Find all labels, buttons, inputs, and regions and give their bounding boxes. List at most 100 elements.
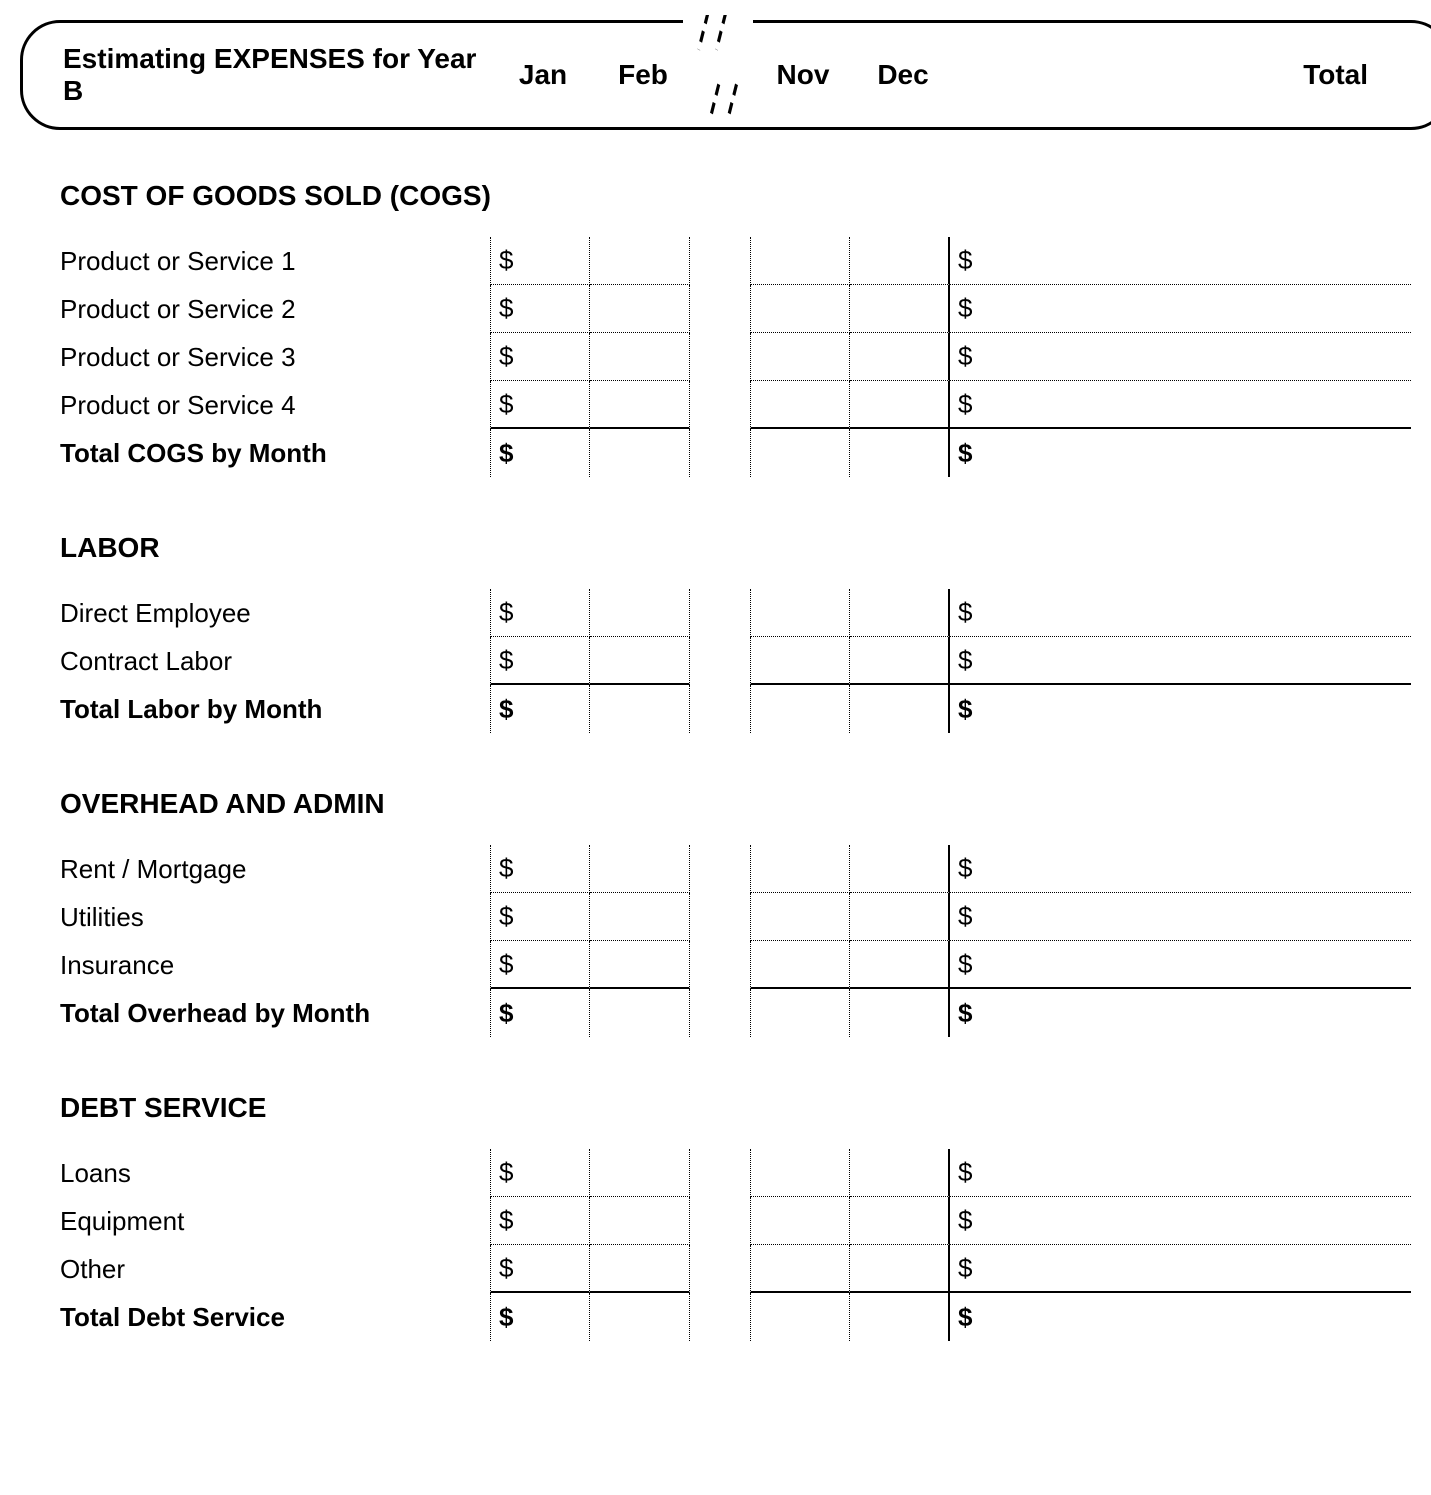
cell-feb[interactable] [590,1245,690,1293]
line-item: Utilities$$ [60,893,1411,941]
cell-total[interactable]: $ [950,845,1411,893]
cell-dec[interactable] [850,845,950,893]
cell-dec[interactable] [850,1149,950,1197]
line-item-label: Product or Service 3 [60,334,490,381]
cell-nov[interactable] [750,637,850,685]
col-header-feb: Feb [593,59,693,91]
cell-feb[interactable] [590,381,690,429]
cell-total[interactable]: $ [950,333,1411,381]
cell-total[interactable]: $ [950,589,1411,637]
expense-worksheet: Estimating EXPENSES for Year B Jan Feb N… [20,20,1431,1341]
cell-nov[interactable] [750,845,850,893]
cell-total[interactable]: $ [950,381,1411,429]
line-item-label: Other [60,1246,490,1293]
total-cell-feb [590,685,690,733]
cell-total[interactable]: $ [950,1197,1411,1245]
cell-jan[interactable]: $ [490,893,590,941]
cell-dec[interactable] [850,589,950,637]
currency-symbol: $ [499,1302,513,1333]
cell-jan[interactable]: $ [490,589,590,637]
total-cell-jan: $ [490,1293,590,1341]
cell-feb[interactable] [590,1197,690,1245]
cell-dec[interactable] [850,637,950,685]
col-header-dec: Dec [853,59,953,91]
currency-symbol: $ [958,1157,972,1188]
line-item-label: Product or Service 4 [60,382,490,429]
cell-feb[interactable] [590,589,690,637]
cell-feb[interactable] [590,845,690,893]
gap [690,989,750,1037]
col-header-jan: Jan [493,59,593,91]
cell-nov[interactable] [750,1245,850,1293]
cell-feb[interactable] [590,893,690,941]
currency-symbol: $ [958,1205,972,1236]
cell-nov[interactable] [750,381,850,429]
cell-dec[interactable] [850,285,950,333]
currency-symbol: $ [958,998,972,1029]
cell-total[interactable]: $ [950,893,1411,941]
cell-dec[interactable] [850,237,950,285]
cell-total[interactable]: $ [950,637,1411,685]
currency-symbol: $ [958,293,972,324]
cell-dec[interactable] [850,333,950,381]
cell-nov[interactable] [750,1149,850,1197]
gap [690,685,750,733]
cell-total[interactable]: $ [950,237,1411,285]
cell-total[interactable]: $ [950,1245,1411,1293]
cell-nov[interactable] [750,285,850,333]
total-cell-feb [590,1293,690,1341]
cell-feb[interactable] [590,637,690,685]
currency-symbol: $ [958,1302,972,1333]
cell-jan[interactable]: $ [490,285,590,333]
total-cell-dec [850,429,950,477]
cell-dec[interactable] [850,893,950,941]
cell-nov[interactable] [750,1197,850,1245]
gap [690,333,750,381]
cell-dec[interactable] [850,381,950,429]
page-title: Estimating EXPENSES for Year B [63,43,493,107]
currency-symbol: $ [499,694,513,725]
total-cell-dec [850,685,950,733]
currency-symbol: $ [958,389,972,420]
cell-dec[interactable] [850,1245,950,1293]
cell-total[interactable]: $ [950,1149,1411,1197]
cell-dec[interactable] [850,941,950,989]
currency-symbol: $ [958,438,972,469]
cell-total[interactable]: $ [950,941,1411,989]
cell-nov[interactable] [750,333,850,381]
cell-feb[interactable] [590,285,690,333]
cell-nov[interactable] [750,237,850,285]
cell-nov[interactable] [750,893,850,941]
total-label: Total COGS by Month [60,430,490,477]
gap [690,589,750,637]
cell-jan[interactable]: $ [490,637,590,685]
section-title: LABOR [60,532,1411,564]
cell-feb[interactable] [590,333,690,381]
cell-jan[interactable]: $ [490,845,590,893]
gap [690,637,750,685]
cell-jan[interactable]: $ [490,1197,590,1245]
line-item-label: Contract Labor [60,638,490,685]
cell-jan[interactable]: $ [490,237,590,285]
cell-jan[interactable]: $ [490,1245,590,1293]
total-cell-total: $ [950,685,1411,733]
gap [690,845,750,893]
total-label: Total Debt Service [60,1294,490,1341]
currency-symbol: $ [499,1157,513,1188]
cell-jan[interactable]: $ [490,941,590,989]
cell-feb[interactable] [590,1149,690,1197]
line-item: Insurance$$ [60,941,1411,989]
section: DEBT SERVICELoans$$Equipment$$Other$$Tot… [60,1092,1411,1341]
cell-dec[interactable] [850,1197,950,1245]
cell-jan[interactable]: $ [490,1149,590,1197]
total-cell-jan: $ [490,989,590,1037]
cell-total[interactable]: $ [950,285,1411,333]
cell-jan[interactable]: $ [490,381,590,429]
cell-feb[interactable] [590,237,690,285]
col-header-total: Total [953,59,1408,91]
cell-nov[interactable] [750,589,850,637]
cell-feb[interactable] [590,941,690,989]
cell-jan[interactable]: $ [490,333,590,381]
line-item-label: Rent / Mortgage [60,846,490,893]
cell-nov[interactable] [750,941,850,989]
